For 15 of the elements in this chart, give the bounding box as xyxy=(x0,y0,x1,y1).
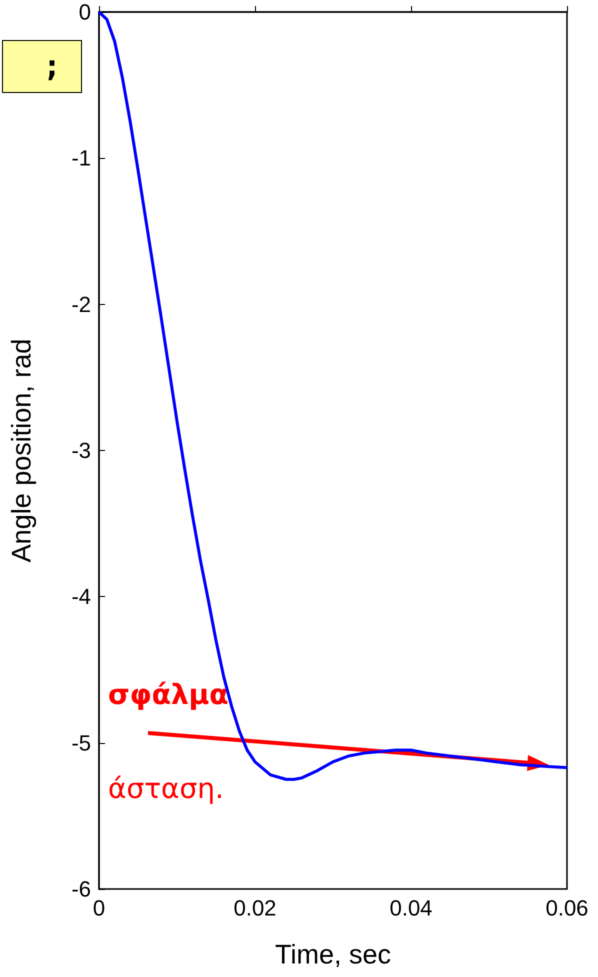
x-tick-label: 0.02 xyxy=(234,896,276,920)
y-tick-label: -1 xyxy=(71,146,91,171)
text: ; xyxy=(2,40,82,93)
y-tick-label: -2 xyxy=(71,292,91,317)
y-tick-label: -4 xyxy=(71,584,91,610)
x-axis-title: Time, sec xyxy=(274,940,392,970)
annotation: σφάλμα xyxy=(108,678,229,711)
x-tick-label: 0.06 xyxy=(546,896,588,920)
y-tick-label: -6 xyxy=(71,876,91,902)
y-tick-label: 0 xyxy=(78,0,91,24)
y-tick-label: -3 xyxy=(71,438,91,463)
y-axis-title: Angle position, rad xyxy=(6,338,36,562)
y-tick-label: -5 xyxy=(71,730,91,756)
annotation: άσταση. xyxy=(108,772,224,805)
x-tick-label: 0.04 xyxy=(390,896,432,920)
